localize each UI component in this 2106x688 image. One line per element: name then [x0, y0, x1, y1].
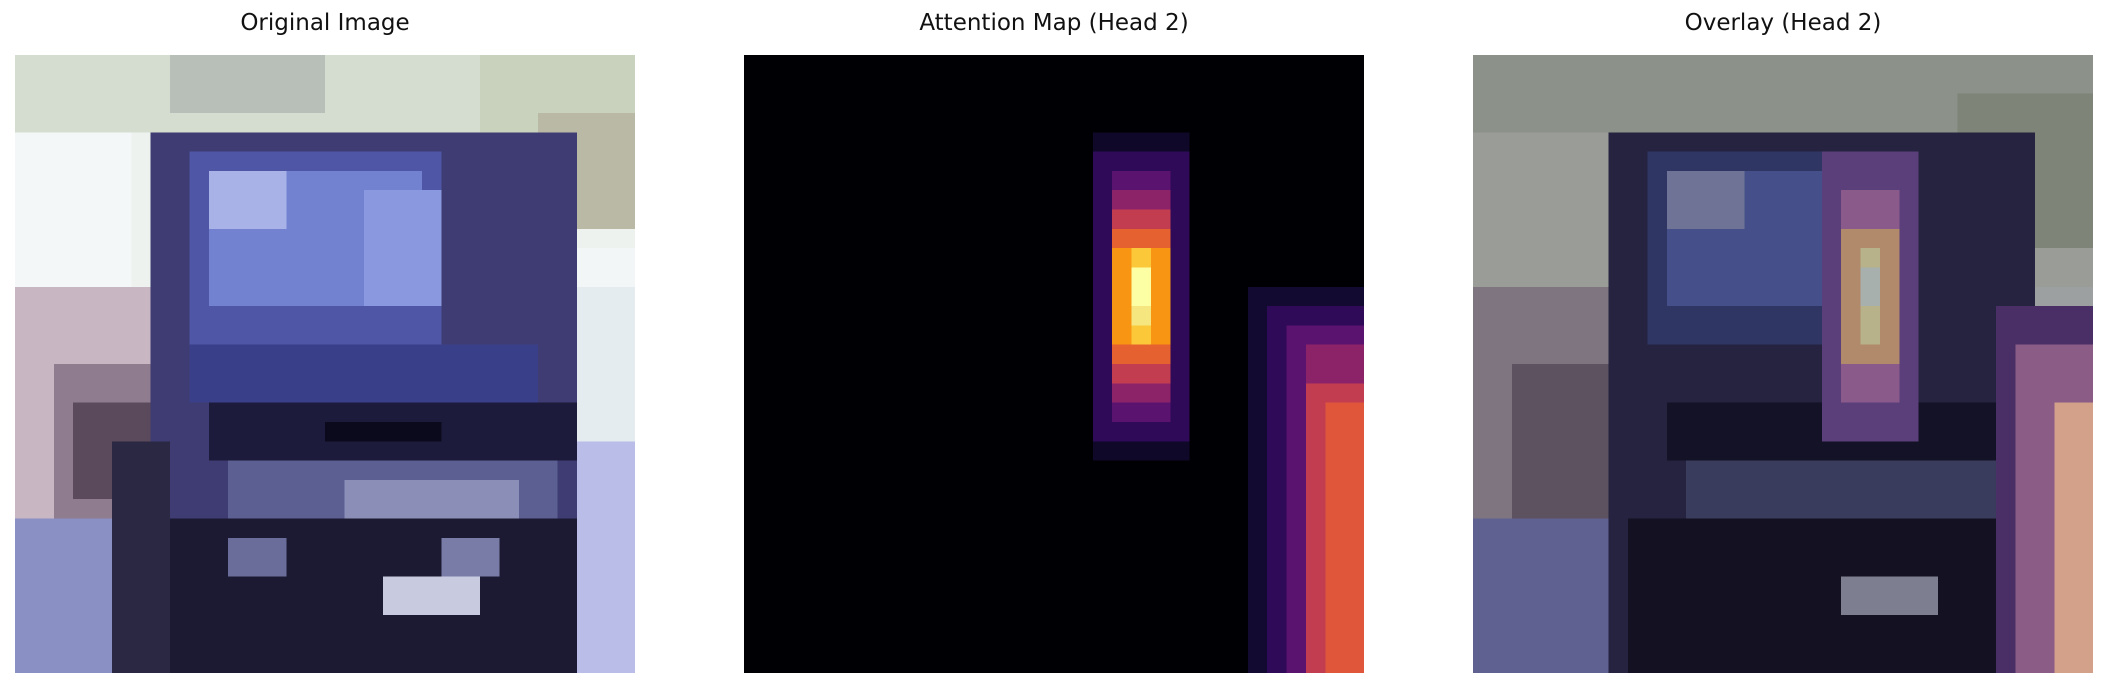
overlay-title: Overlay (Head 2) — [1684, 10, 1882, 36]
attention-map-panel: Attention Map (Head 2) — [744, 0, 1364, 688]
original-image-title: Original Image — [240, 10, 410, 36]
attention-heatmap — [744, 55, 1364, 673]
original-image — [15, 55, 635, 673]
overlay-image — [1473, 55, 2093, 673]
overlay-panel: Overlay (Head 2) — [1473, 0, 2093, 688]
attention-map-title: Attention Map (Head 2) — [919, 10, 1189, 36]
original-image-panel: Original Image — [15, 0, 635, 688]
